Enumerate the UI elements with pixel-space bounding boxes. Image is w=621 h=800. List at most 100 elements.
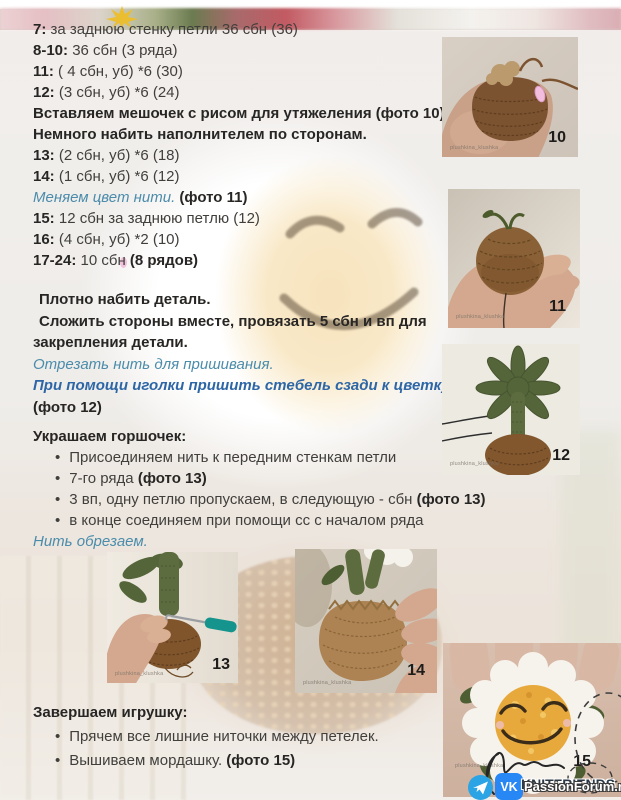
crochet-pot xyxy=(319,601,407,681)
note-cut-thread: Отрезать нить для пришивания. xyxy=(33,355,274,373)
note-sew-stem: При помощи иголки пришить стебель сзади … xyxy=(33,377,454,394)
row-text: (3 сбн, уб) *6 (24) xyxy=(54,84,180,101)
crochet-hook-handle xyxy=(204,617,237,633)
dashed-circle-small xyxy=(567,762,613,794)
bullet-text: в конце соединяем при помощи сс с начало… xyxy=(69,512,424,529)
stitch-texture xyxy=(477,238,543,284)
photo-15-image xyxy=(443,643,621,797)
bullet-bold: (фото 13) xyxy=(416,491,486,508)
note-fold-sides-2: закрепления детали. xyxy=(33,334,188,351)
photo-credit: plushkina_klushka xyxy=(115,671,164,677)
photo-credit: plushkina_klushka xyxy=(456,314,505,320)
stitch-texture xyxy=(487,447,549,466)
row-label: 16: xyxy=(33,231,55,248)
finish-bullet: Прячем все лишние ниточки между петелек. xyxy=(33,725,379,749)
note-insert-bag: Вставляем мешочек с рисом для утяжеления… xyxy=(33,105,445,122)
row-label: 12: xyxy=(33,84,55,101)
pattern-row: 8-10: 36 сбн (3 ряда) xyxy=(33,40,445,61)
watermark-knitfriends: KNITFRIENDS xyxy=(521,776,616,792)
pattern-rows-block: 7: за заднюю стенку петли 36 сбн (36) 8-… xyxy=(33,19,445,271)
embroidered-face xyxy=(499,701,568,745)
yarn-loop xyxy=(518,58,544,72)
note-stuff-firmly: Плотно набить деталь. xyxy=(39,291,211,308)
row-text: (2 сбн, уб) *6 (18) xyxy=(54,147,180,164)
stem xyxy=(365,549,385,589)
watermark-passionforum: PassionForum.ru xyxy=(524,779,621,794)
crochet-pot xyxy=(485,434,551,475)
pattern-row: 12: (3 сбн, уб) *6 (24) xyxy=(33,82,445,103)
photo-15-card: 15 plushkina_klushka xyxy=(443,643,621,797)
change-color-text: Меняем цвет нити. xyxy=(33,189,176,206)
stitch-texture xyxy=(322,616,404,670)
row-label: 17-24: xyxy=(33,252,77,269)
photo-number: 12 xyxy=(552,447,570,464)
vk-label: VK xyxy=(500,779,518,794)
top-white-bar xyxy=(0,0,621,9)
dashed-circle-large xyxy=(574,692,621,784)
photo-number: 11 xyxy=(549,298,566,315)
pattern-row: 14: (1 сбн, уб) *6 (12) xyxy=(33,166,445,187)
crochet-hook-shaft xyxy=(170,614,210,625)
row-label: 11: xyxy=(33,63,54,80)
finishing-block: Завершаем игрушку: Прячем все лишние нит… xyxy=(33,701,379,773)
bullet-text: Прячем все лишние ниточки между петелек. xyxy=(69,728,379,745)
daisy-smile xyxy=(279,287,419,331)
pot-decor-block: Украшаем горшочек: Присоединяем нить к п… xyxy=(33,426,486,552)
leaf xyxy=(321,564,345,586)
pot-bullet: в конце соединяем при помощи сс с начало… xyxy=(33,510,486,531)
vk-icon[interactable]: VK xyxy=(495,773,523,800)
bullet-bold: (фото 15) xyxy=(226,752,296,769)
telegram-icon[interactable] xyxy=(468,775,493,800)
photo-reference: (фото 11) xyxy=(175,189,248,206)
pink-stitch-marker-dot xyxy=(120,257,127,268)
photo-credit: plushkina_klushka xyxy=(450,461,499,467)
pattern-row: 16: (4 сбн, уб) *2 (10) xyxy=(33,229,445,250)
section-title-pot: Украшаем горшочек: xyxy=(33,428,187,445)
row-label: 14: xyxy=(33,168,55,185)
row-text: (1 сбн, уб) *6 (12) xyxy=(54,168,180,185)
photo-12-image xyxy=(442,344,580,475)
pattern-row: 13: (2 сбн, уб) *6 (18) xyxy=(33,145,445,166)
finger xyxy=(147,628,171,644)
pot-bullet: Присоединяем нить к передним стенкам пет… xyxy=(33,447,486,468)
photo-number: 15 xyxy=(573,753,591,770)
photo-10-card: 10 plushkina_klushka xyxy=(442,37,578,157)
bullet-text: Вышиваем мордашку. xyxy=(69,752,227,769)
daisy-right-eye xyxy=(367,208,423,229)
cinched-top xyxy=(486,61,520,86)
pattern-row: 7: за заднюю стенку петли 36 сбн (36) xyxy=(33,19,445,40)
row-text: 12 сбн за заднюю петлю (12) xyxy=(54,210,260,227)
pot-bullet: 7-го ряда (фото 13) xyxy=(33,468,486,489)
note-change-color: Меняем цвет нити. (фото 11) xyxy=(33,187,445,208)
daisy-left-eye xyxy=(285,215,345,239)
yarn-loops xyxy=(164,664,194,678)
note-stuff-sides: Немного набить наполнителем по сторонам. xyxy=(33,126,367,143)
photo-credit: plushkina_klushka xyxy=(450,145,499,151)
photo-12-card: 12 plushkina_klushka xyxy=(442,344,580,475)
pattern-row: 17-24: 10 сбн (8 рядов) xyxy=(33,250,445,271)
finger xyxy=(532,274,580,298)
row-label: 8-10: xyxy=(33,42,69,59)
stem-texture xyxy=(161,565,177,603)
bullet-text: 3 вп, одну петлю пропускаем, в следующую… xyxy=(69,491,417,508)
crochet-hook-tip xyxy=(165,614,172,621)
background-garden-strip xyxy=(0,8,621,30)
bullet-text: Присоединяем нить к передним стенкам пет… xyxy=(69,449,397,466)
picot-edge xyxy=(328,599,402,611)
yarn-strand xyxy=(502,292,507,328)
photo-number: 10 xyxy=(548,129,566,146)
photo-13-card: 13 plushkina_klushka xyxy=(107,552,238,683)
photo-10-image xyxy=(442,37,578,157)
photo-credit: plushkina_klushka xyxy=(455,763,504,769)
row-label: 7: xyxy=(33,21,47,38)
photo-credit: plushkina_klushka xyxy=(303,680,352,686)
section-title-finish: Завершаем игрушку: xyxy=(33,704,188,721)
photo-14-image xyxy=(295,549,437,693)
row-bold-tail: (8 рядов) xyxy=(129,252,199,269)
leaf-crown xyxy=(475,345,561,420)
photo-number: 13 xyxy=(212,656,230,673)
row-text: (4 сбн, уб) *2 (10) xyxy=(54,231,180,248)
note-fold-sides: Сложить стороны вместе, провязать 5 сбн … xyxy=(39,312,427,330)
